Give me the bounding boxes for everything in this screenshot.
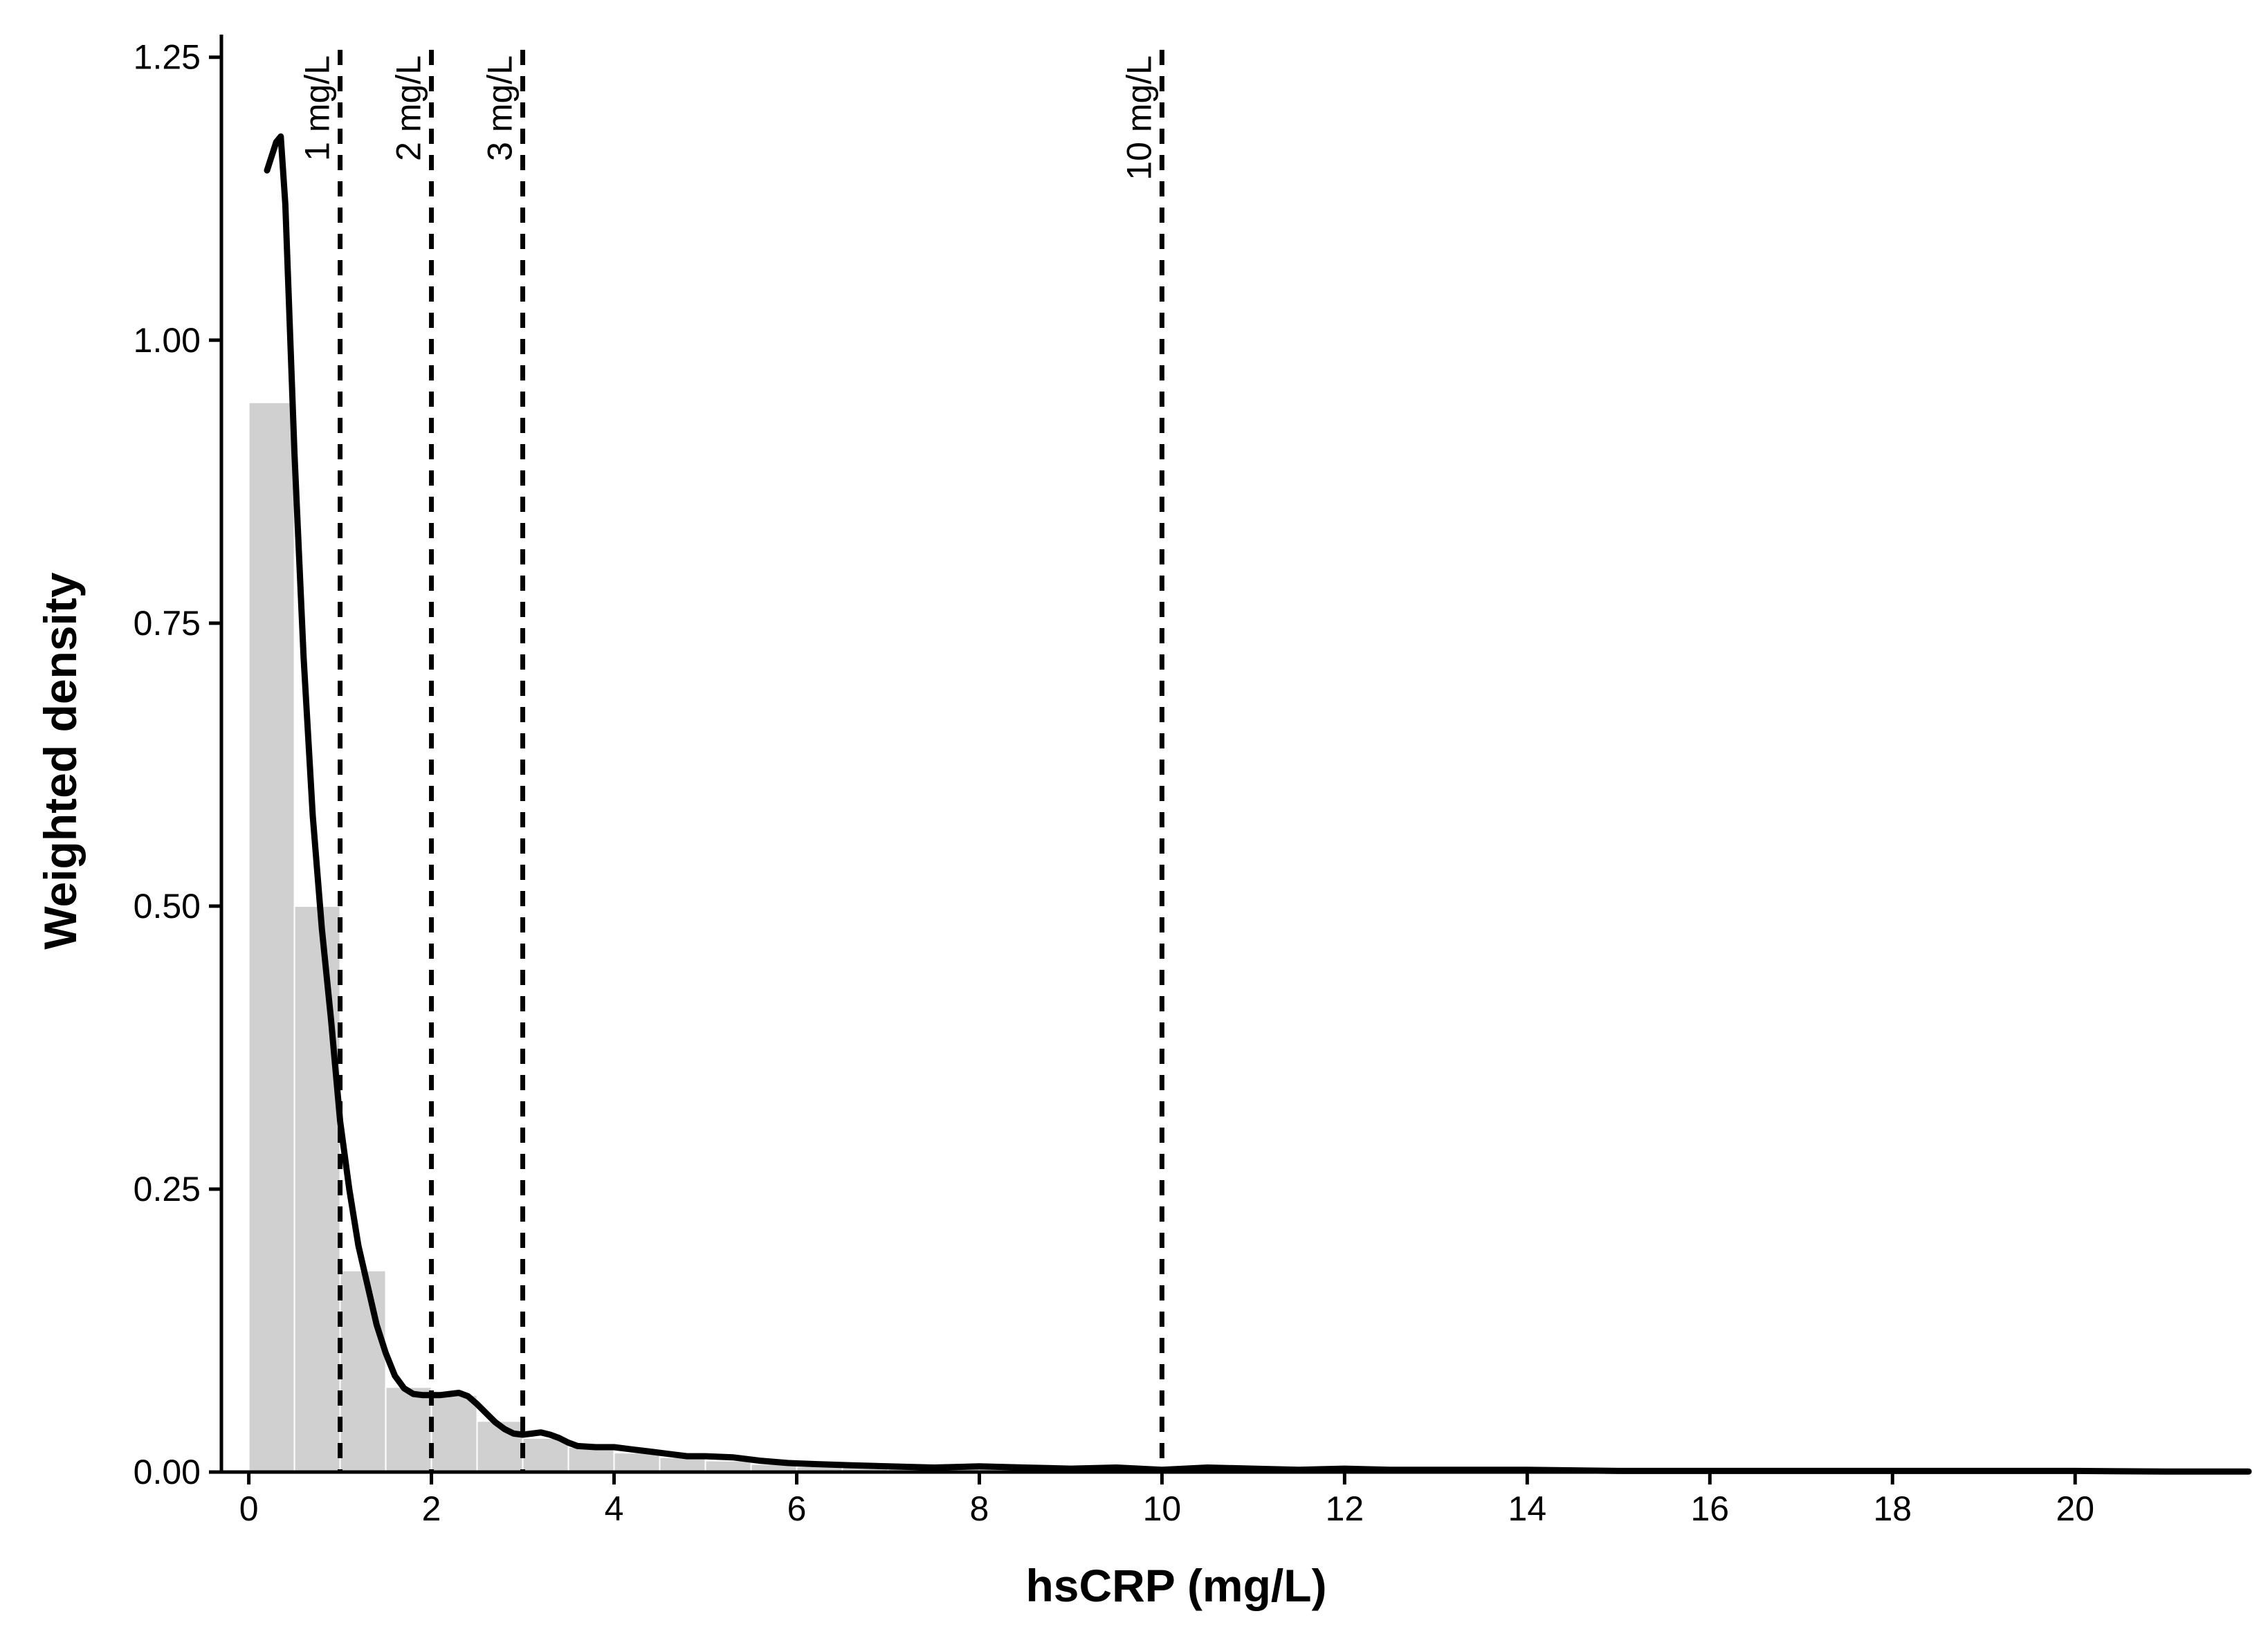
x-tick-label: 2	[422, 1489, 441, 1528]
y-tick-label: 0.25	[134, 1170, 201, 1208]
histogram-bar	[430, 1394, 478, 1473]
reference-line-label: 1 mg/L	[298, 55, 337, 161]
reference-line-label: 10 mg/L	[1119, 55, 1158, 181]
x-tick-label: 18	[1873, 1489, 1912, 1528]
x-tick-label: 16	[1690, 1489, 1729, 1528]
density-curve-layer	[264, 133, 2252, 1475]
histogram-bar	[293, 905, 341, 1473]
y-tick-label: 1.25	[134, 38, 201, 77]
x-tick-label: 0	[239, 1489, 259, 1528]
y-axis-title: Weighted density	[35, 572, 86, 949]
histogram-bar	[339, 1269, 387, 1473]
y-tick-label: 0.50	[134, 887, 201, 926]
y-tick-label: 0.00	[134, 1453, 201, 1491]
reference-line-label: 3 mg/L	[481, 55, 520, 161]
x-tick-label: 6	[787, 1489, 807, 1528]
x-tick-label: 20	[2056, 1489, 2094, 1528]
reference-line-label: 2 mg/L	[390, 55, 428, 161]
density-curve	[264, 133, 2252, 1475]
y-tick-label: 1.00	[134, 321, 201, 360]
histogram-bar	[385, 1386, 432, 1473]
histogram-bar	[567, 1446, 615, 1473]
y-tick-label: 0.75	[134, 604, 201, 643]
histogram-bar	[659, 1456, 706, 1473]
x-tick-label: 4	[605, 1489, 624, 1528]
histogram-bar	[248, 401, 295, 1473]
x-axis-title: hsCRP (mg/L)	[1025, 1560, 1326, 1611]
x-tick-label: 14	[1508, 1489, 1547, 1528]
histogram-bar	[522, 1437, 569, 1473]
histogram-bar	[613, 1452, 661, 1473]
x-tick-label: 8	[970, 1489, 989, 1528]
x-tick-label: 10	[1143, 1489, 1182, 1528]
reference-lines: 1 mg/L 2 mg/L 3 mg/L 10 mg/L	[298, 50, 1164, 1472]
axes: 0 2 4 6 8 10 12 14 16 18 20 0.00 0.25 0.50 0.75 1.00 1.2…	[134, 35, 2249, 1528]
x-tick-label: 12	[1326, 1489, 1364, 1528]
